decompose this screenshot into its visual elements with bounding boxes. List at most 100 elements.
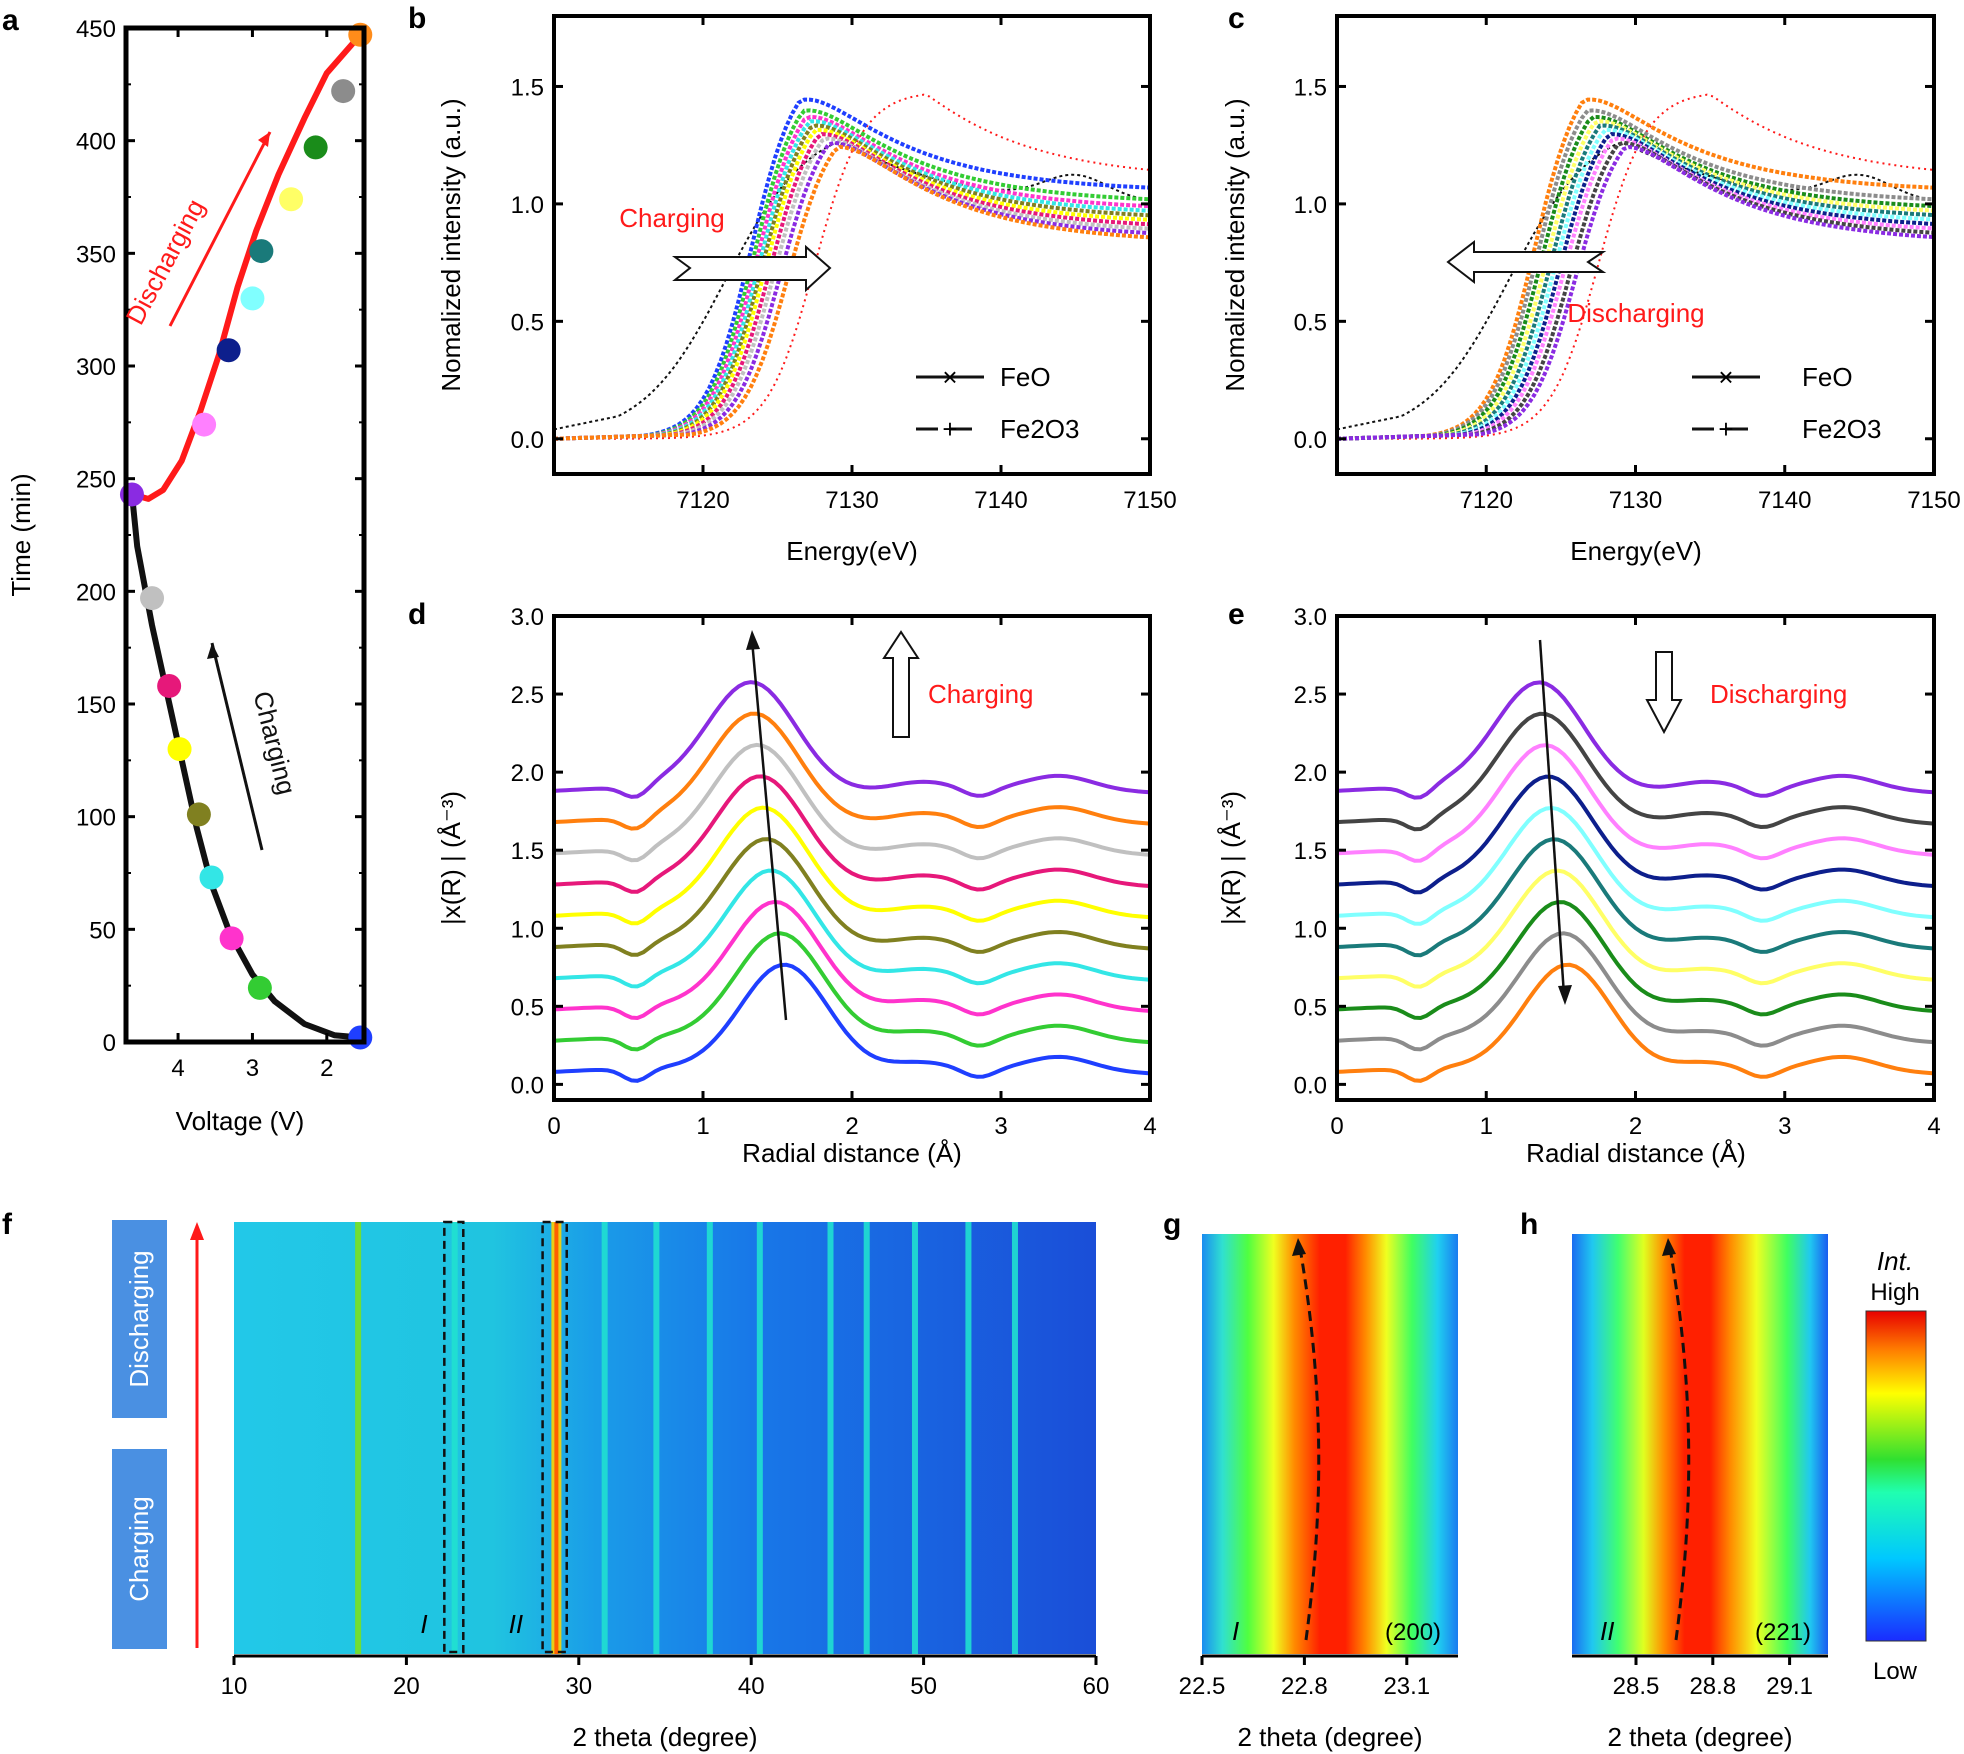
f-diffraction-band bbox=[911, 1222, 918, 1654]
h-shift-arrowhead bbox=[1662, 1238, 1676, 1256]
f-xtick-label: 40 bbox=[738, 1673, 765, 1700]
d-series-state bbox=[553, 931, 1151, 1052]
intensity-colorbar: Int. High Low bbox=[1865, 1246, 1927, 1685]
b-legend: × FeO + Fe2O3 bbox=[916, 362, 1080, 444]
b-series-state bbox=[553, 119, 1151, 441]
d-xtick-label: 4 bbox=[1143, 1113, 1156, 1140]
a-ytick-label: 300 bbox=[76, 354, 116, 381]
b-xtick-label: 7140 bbox=[974, 487, 1027, 514]
e-ytick-label: 0.5 bbox=[1294, 994, 1327, 1021]
c-series-state bbox=[1336, 136, 1935, 441]
h-heatmap bbox=[1572, 1234, 1828, 1654]
f-bands-layer bbox=[355, 1222, 1018, 1654]
d-xtick-label: 2 bbox=[845, 1113, 858, 1140]
panel-label-d: d bbox=[408, 598, 426, 631]
f-diffraction-band bbox=[965, 1222, 972, 1654]
d-xtick-label: 0 bbox=[547, 1113, 560, 1140]
e-down-arrow-icon bbox=[1645, 651, 1683, 735]
f-diffraction-band bbox=[653, 1222, 660, 1654]
a-series-charging bbox=[129, 494, 361, 1041]
panel-g-200-peak-map: I (200) 22.5 22.8 23.1 2 theta (degree) bbox=[1179, 1234, 1458, 1752]
g-xtick-label: 22.5 bbox=[1179, 1673, 1226, 1700]
a-discharging-arrowhead bbox=[258, 132, 270, 147]
panel-a-voltage-time: 4 3 2 0 50 100 150 200 250 300 350 400 450 Voltage (… bbox=[6, 16, 373, 1136]
d-series-state bbox=[553, 774, 1151, 894]
e-xlabel: Radial distance (Å) bbox=[1526, 1138, 1746, 1168]
b-ytick-label: 1.0 bbox=[511, 192, 544, 219]
b-series-layer bbox=[553, 93, 1151, 441]
a-series-discharging bbox=[131, 32, 363, 502]
e-series-state bbox=[1336, 868, 1935, 989]
f-diffraction-band bbox=[355, 1222, 362, 1654]
c-ytick-label: 0.5 bbox=[1294, 309, 1327, 336]
e-ytick-label: 2.0 bbox=[1294, 760, 1327, 787]
d-series-state bbox=[553, 962, 1151, 1083]
e-ytick-label: 1.5 bbox=[1294, 838, 1327, 865]
panel-e-exafs-discharging: 0 1 2 3 4 0.0 0.5 1.0 1.5 2.0 2.5 3.0 Radial distan… bbox=[1216, 604, 1941, 1168]
a-state-marker bbox=[216, 338, 241, 363]
a-xtick-label: 2 bbox=[320, 1055, 333, 1082]
a-ytick-label: 250 bbox=[76, 467, 116, 494]
d-ytick-label: 0.0 bbox=[511, 1072, 544, 1099]
a-ytick-label: 0 bbox=[103, 1030, 116, 1057]
b-xtick-label: 7130 bbox=[825, 487, 878, 514]
d-charging-label: Charging bbox=[928, 679, 1034, 709]
f-diffraction-band bbox=[451, 1222, 458, 1654]
c-xtick-label: 7150 bbox=[1907, 487, 1960, 514]
f-diffraction-band bbox=[756, 1222, 763, 1654]
f-region-label: I bbox=[420, 1609, 427, 1639]
c-xtick-label: 7140 bbox=[1758, 487, 1811, 514]
e-xtick-label: 2 bbox=[1629, 1113, 1642, 1140]
a-charging-arrow bbox=[210, 642, 264, 851]
f-xtick-label: 10 bbox=[221, 1673, 248, 1700]
d-series-state bbox=[553, 742, 1151, 863]
b-ytick-label: 0.5 bbox=[511, 309, 544, 336]
e-series-state bbox=[1336, 743, 1935, 863]
f-discharging-badge-label: Discharging bbox=[124, 1250, 154, 1387]
a-ytick-label: 100 bbox=[76, 805, 116, 832]
f-diffraction-band bbox=[706, 1222, 713, 1654]
e-ytick-label: 1.0 bbox=[1294, 916, 1327, 943]
b-axes-layer: 7120 7130 7140 7150 0.0 0.5 1.0 1.5 bbox=[511, 16, 1177, 514]
h-xlabel: 2 theta (degree) bbox=[1607, 1722, 1792, 1752]
d-series-state bbox=[553, 680, 1151, 799]
c-ytick-label: 0.0 bbox=[1294, 427, 1327, 454]
a-discharging-arrow bbox=[168, 131, 272, 327]
h-roman-label: II bbox=[1600, 1616, 1614, 1646]
panel-label-c: c bbox=[1228, 2, 1245, 35]
e-trend-arrowhead bbox=[1558, 985, 1572, 1005]
c-legend-feo-label: FeO bbox=[1802, 362, 1853, 392]
g-shift-arrow bbox=[1298, 1247, 1321, 1641]
d-ylabel: |x(R) | (Å⁻³) bbox=[436, 791, 466, 925]
d-series-state bbox=[553, 805, 1151, 926]
e-xtick-label: 4 bbox=[1927, 1113, 1940, 1140]
a-state-marker bbox=[186, 802, 211, 827]
e-discharging-label: Discharging bbox=[1710, 679, 1847, 709]
f-diffraction-band bbox=[601, 1222, 608, 1654]
f-discharging-badge bbox=[112, 1220, 167, 1418]
d-series-state bbox=[553, 868, 1151, 989]
c-ytick-label: 1.0 bbox=[1294, 192, 1327, 219]
g-roman-label: I bbox=[1232, 1616, 1239, 1646]
a-state-marker bbox=[331, 79, 356, 104]
c-ylabel: Nomalized intensity (a.u.) bbox=[1220, 98, 1250, 391]
c-axes-layer: 7120 7130 7140 7150 0.0 0.5 1.0 1.5 bbox=[1294, 16, 1961, 514]
f-xlabel: 2 theta (degree) bbox=[572, 1722, 757, 1752]
f-region-box bbox=[541, 1220, 568, 1654]
b-series-feo bbox=[553, 142, 1151, 431]
a-state-marker bbox=[192, 412, 217, 437]
panel-d-exafs-charging: 0 1 2 3 4 0.0 0.5 1.0 1.5 2.0 2.5 3.0 Radial distan… bbox=[436, 604, 1157, 1168]
e-series-layer bbox=[1336, 680, 1935, 1083]
f-diffraction-band bbox=[863, 1222, 870, 1654]
d-ytick-label: 3.0 bbox=[511, 604, 544, 631]
a-state-marker bbox=[219, 926, 244, 951]
b-ytick-label: 1.5 bbox=[511, 74, 544, 101]
d-ytick-label: 2.5 bbox=[511, 682, 544, 709]
colorbar-high-label: High bbox=[1870, 1279, 1919, 1306]
b-ytick-label: 0.0 bbox=[511, 427, 544, 454]
a-ytick-label: 50 bbox=[89, 917, 116, 944]
c-legend: × FeO + Fe2O3 bbox=[1692, 362, 1882, 444]
d-series-state bbox=[553, 837, 1151, 957]
